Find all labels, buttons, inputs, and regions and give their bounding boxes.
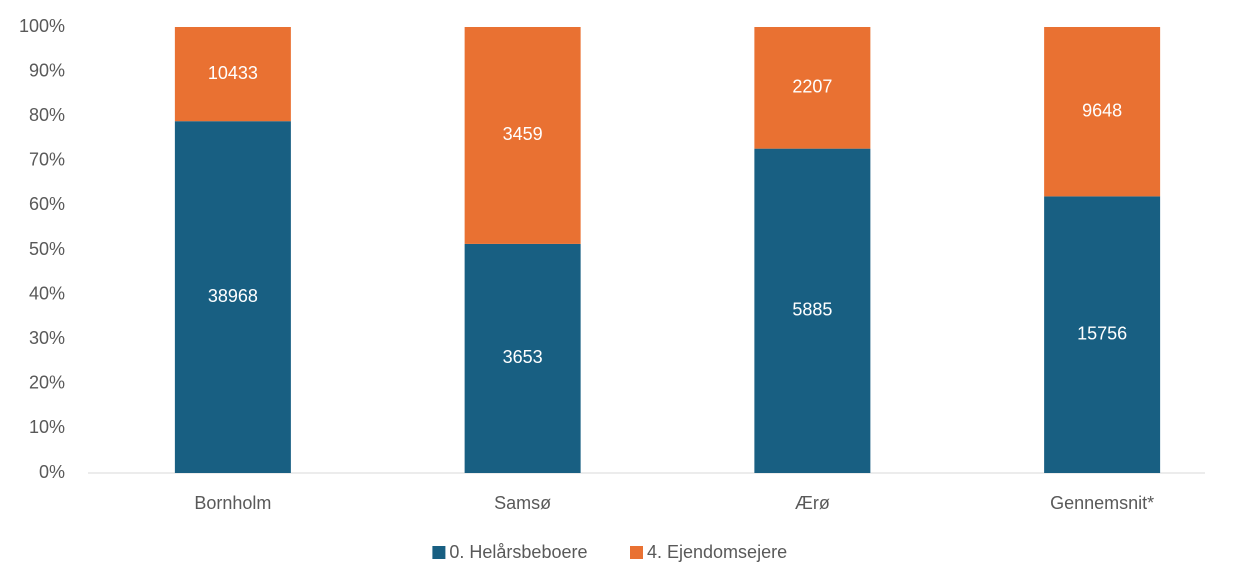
y-tick-label: 60% [29, 194, 65, 214]
y-tick-label: 90% [29, 60, 65, 80]
data-label: 2207 [792, 77, 832, 97]
legend-swatch [630, 546, 643, 559]
y-tick-label: 40% [29, 283, 65, 303]
legend-swatch [432, 546, 446, 559]
x-tick-label: Ærø [795, 493, 830, 513]
legend-label: 0. Helårsbeboere [449, 542, 587, 562]
x-tick-label: Gennemsnit* [1050, 493, 1154, 513]
x-tick-label: Samsø [494, 493, 551, 513]
data-label: 5885 [792, 300, 832, 320]
bar-segment [174, 27, 291, 122]
y-tick-label: 50% [29, 239, 65, 259]
bar-segment [464, 243, 581, 473]
bar-segment [174, 121, 291, 473]
bar-segment [754, 148, 871, 474]
bar-segment [754, 27, 871, 149]
legend-label: 4. Ejendomsejere [647, 542, 787, 562]
y-tick-label: 10% [29, 417, 65, 437]
y-tick-label: 30% [29, 328, 65, 348]
bar-segment [1044, 196, 1161, 473]
x-tick-label: Bornholm [194, 493, 271, 513]
data-label: 3459 [503, 124, 543, 144]
bar-segment [464, 27, 581, 244]
data-label: 10433 [208, 63, 258, 83]
y-tick-label: 100% [19, 16, 65, 36]
bar-segment [1044, 27, 1161, 197]
y-tick-label: 80% [29, 105, 65, 125]
data-label: 9648 [1082, 100, 1122, 120]
y-tick-label: 20% [29, 373, 65, 393]
data-label: 3653 [503, 347, 543, 367]
y-tick-label: 0% [39, 462, 65, 482]
y-tick-label: 70% [29, 150, 65, 170]
data-label: 15756 [1077, 323, 1127, 343]
data-label: 38968 [208, 286, 258, 306]
